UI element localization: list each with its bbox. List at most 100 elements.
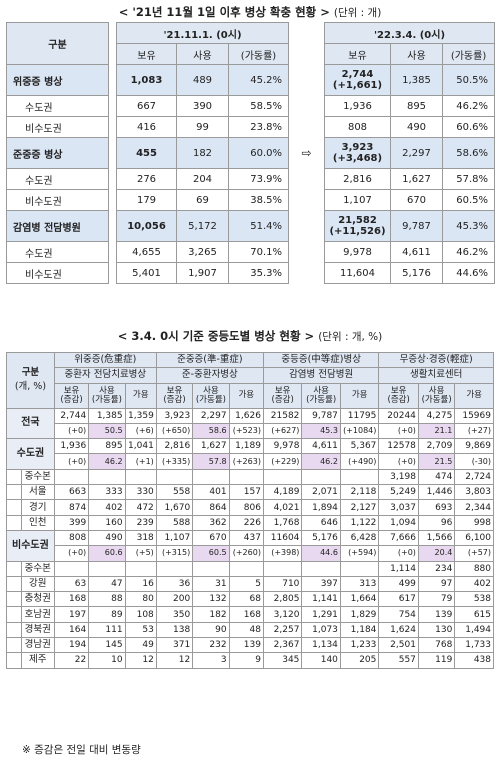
title-2-unit: (단위 : 개, %)	[318, 331, 383, 343]
value-cell	[124, 560, 157, 577]
value-text: 808	[347, 121, 368, 133]
value-cell: 1,936	[53, 438, 90, 455]
value-cell: 22	[53, 652, 90, 669]
value-cell: 60.0%	[228, 137, 289, 169]
value-cell: 1,107	[155, 529, 194, 547]
header-text: (증감)	[163, 394, 186, 405]
value-cell: 489	[176, 64, 229, 96]
value-cell	[192, 468, 230, 486]
header-text: 보유	[63, 385, 80, 396]
header-text: 사용	[203, 385, 219, 396]
header-text: 사용	[99, 385, 115, 396]
row-label: 준중증 병상	[6, 137, 109, 169]
value-cell: 63	[53, 575, 90, 593]
row-label: 비수도권	[6, 529, 55, 562]
arrow-icon: ⇨	[301, 146, 312, 160]
table-subheader-row: 보유 사용 (가동률) 보유 사용 (가동률)	[7, 43, 496, 65]
value-cell: 132	[192, 591, 230, 608]
value-cell: 11604	[262, 529, 303, 547]
value-cell: 455	[116, 137, 177, 169]
indent-cell	[6, 560, 22, 577]
value-cell: 874	[53, 499, 90, 516]
value-cell: 1,627	[390, 168, 443, 190]
value-cell: 617	[378, 591, 419, 608]
value-cell: 179	[116, 189, 177, 211]
value-cell: 3,120	[262, 606, 303, 623]
value-cell	[228, 560, 264, 577]
change-cell: (+335)	[155, 453, 194, 470]
value-cell: 47	[88, 575, 126, 593]
row-label: 강원	[20, 575, 55, 593]
row-label: 감염병 전담병원	[6, 210, 109, 242]
value-cell: 44.6%	[441, 262, 496, 284]
value-cell: 9,978	[324, 241, 391, 263]
value-text: 3,923	[341, 142, 374, 153]
value-cell: 226	[228, 514, 264, 531]
value-cell: 1,083	[116, 64, 177, 96]
header-date-1: '21.11.1. (0시)	[116, 22, 289, 44]
value-cell: 12	[124, 652, 157, 669]
gap	[289, 263, 325, 284]
value-cell: 3,923 (+3,468)	[324, 137, 391, 169]
title-2: < 3.4. 0시 기준 중등도별 병상 현황 > (단위 : 개, %)	[117, 329, 383, 343]
value-cell: 895	[88, 438, 126, 455]
value-cell: 318	[124, 529, 157, 547]
value-cell: 2,367	[262, 637, 303, 654]
value-cell: 79	[417, 591, 456, 608]
table-row: 수도권 1,936 895 1,041 2,816 1,627 1,189 9,978 4,61…	[6, 438, 494, 470]
change-cell: (+57)	[454, 545, 494, 562]
table-row: 경기 874 402 472 1,670 864 806 4,021 1,894 2,127 3,0…	[6, 499, 494, 516]
gap	[288, 43, 325, 65]
indent-cell	[6, 591, 22, 608]
gap	[108, 116, 117, 138]
value-cell: 646	[301, 514, 341, 531]
row-label: 비수도권	[6, 116, 109, 138]
change-cell: (+229)	[262, 453, 303, 470]
table-row: 비수도권 808 490 318 1,107 670 437 11604 5,176 6,428 7…	[6, 529, 494, 562]
value-cell: 1,189	[228, 438, 264, 455]
value-text: 9,978	[343, 246, 372, 258]
value-cell: 1,385	[88, 407, 126, 424]
value-cell: 401	[192, 484, 230, 501]
value-cell: 2,127	[339, 499, 380, 516]
value-cell: 2,257	[262, 621, 303, 639]
value-cell	[262, 468, 303, 486]
table-row: 전국 2,744 1,385 1,359 3,923 2,297 1,626 21582 9,7…	[6, 407, 494, 440]
value-cell: 108	[124, 606, 157, 623]
value-cell: 4,611	[390, 241, 443, 263]
value-cell: 46.2%	[441, 95, 496, 117]
indent-cell	[6, 606, 22, 623]
value-cell: 1,184	[339, 621, 380, 639]
table-row: 위중증 병상 1,083 489 45.2% 2,744 (+1,661) 1,385 50.…	[6, 64, 496, 96]
value-cell	[53, 468, 90, 486]
group-subheader: 감염병 전담병원	[262, 367, 380, 384]
value-cell: 276	[116, 168, 177, 190]
header-date-2: '22.3.4. (0시)	[323, 22, 496, 44]
value-cell: 46.2%	[441, 241, 496, 263]
change-cell: 57.8	[192, 453, 230, 470]
column-header: 사용 (가동률)	[88, 382, 126, 409]
value-cell: 182	[192, 606, 230, 623]
value-cell: 1,385	[390, 64, 443, 96]
gap	[108, 168, 117, 190]
value-cell: 6,428	[339, 529, 380, 547]
value-cell: 895	[390, 95, 443, 117]
value-cell: 58.5%	[228, 95, 289, 117]
value-cell	[192, 560, 230, 577]
change-cell: (+0)	[378, 422, 419, 440]
value-cell: 1,446	[417, 484, 456, 501]
value-cell: 49	[124, 637, 157, 654]
table-row: 중수본 1,114 234 880	[6, 560, 494, 577]
value-cell: 667	[116, 95, 177, 117]
value-cell: 10,056	[116, 210, 177, 242]
row-label: 경기	[20, 499, 55, 516]
table-row: 비수도권 5,401 1,907 35.3% 11,604 5,176 44.6%	[6, 262, 496, 284]
header-text: 가용	[466, 390, 482, 401]
column-header: 가용	[454, 382, 494, 409]
value-cell: 1,141	[301, 591, 341, 608]
value-cell: 130	[417, 621, 456, 639]
value-cell: 1,670	[155, 499, 194, 516]
value-cell: 96	[417, 514, 456, 531]
change-cell: 21.5	[417, 453, 456, 470]
value-cell	[262, 560, 303, 577]
